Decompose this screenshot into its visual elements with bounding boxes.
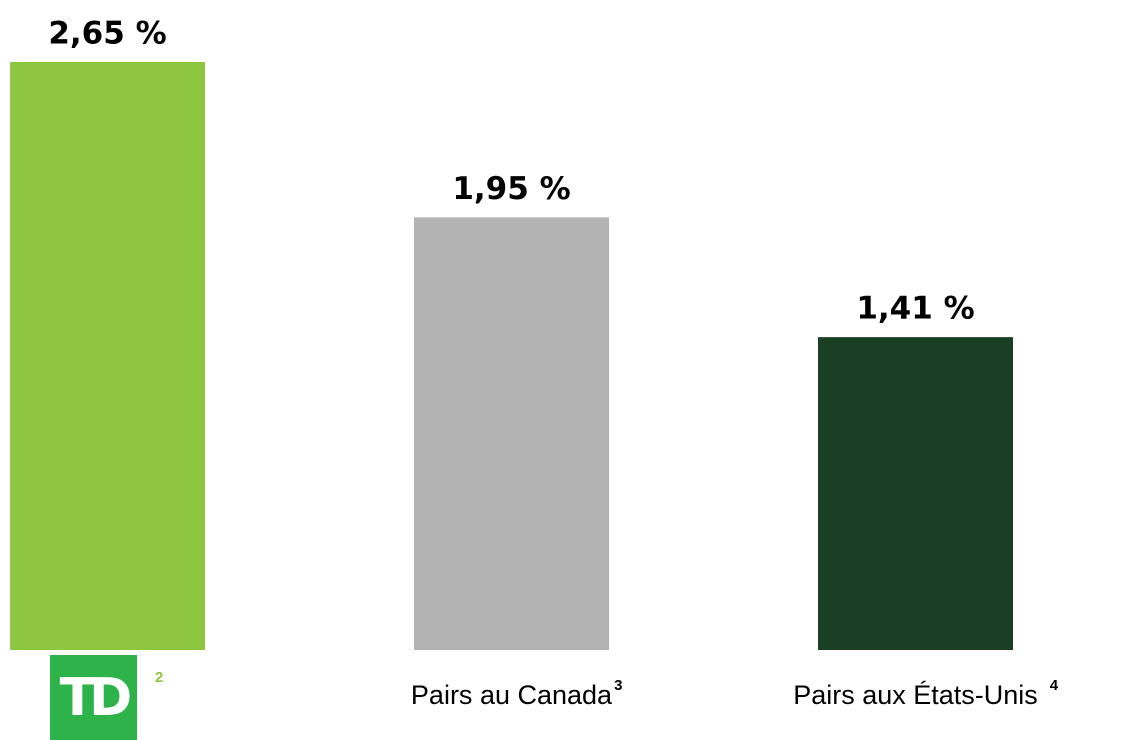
- footnote-marker: 4: [1050, 677, 1059, 694]
- bar: [414, 217, 609, 651]
- value-label: 1,95 %: [452, 171, 570, 207]
- value-label: 2,65 %: [48, 16, 166, 52]
- td-logo: [50, 655, 137, 740]
- bar: [10, 62, 205, 650]
- footnote-marker: 2: [155, 669, 163, 686]
- category-label: TD: [60, 668, 130, 728]
- category-label: Pairs aux États-Unis: [793, 680, 1038, 710]
- category-label: Pairs au Canada: [411, 680, 613, 710]
- footnote-marker: 3: [614, 677, 622, 694]
- value-label: 1,41 %: [856, 291, 974, 327]
- bar: [818, 337, 1013, 650]
